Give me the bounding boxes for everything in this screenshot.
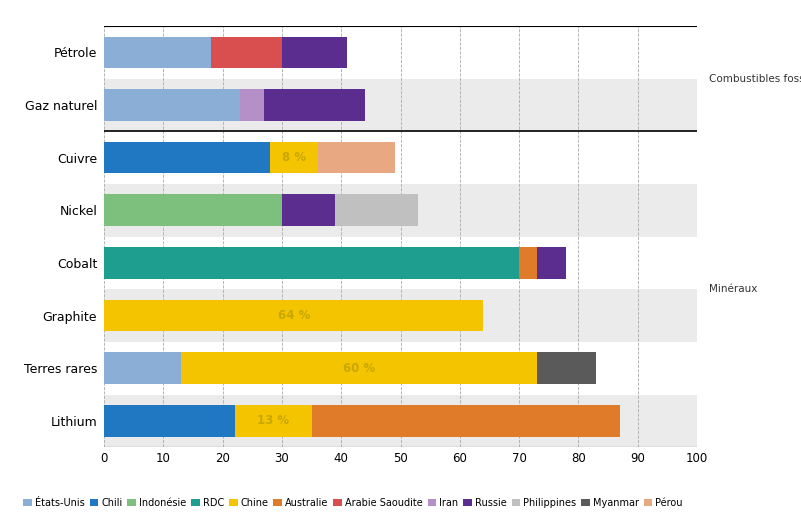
Bar <box>181 353 537 384</box>
Bar <box>0 395 801 447</box>
Bar <box>104 300 484 331</box>
Bar <box>104 353 181 384</box>
Bar <box>264 89 365 121</box>
Bar <box>0 289 801 342</box>
Bar <box>104 247 519 279</box>
Bar <box>104 194 282 226</box>
Bar <box>240 89 264 121</box>
Bar <box>104 36 211 68</box>
Bar <box>537 353 596 384</box>
Bar <box>104 89 240 121</box>
Bar <box>312 405 620 437</box>
Text: 8 %: 8 % <box>282 151 306 164</box>
Bar <box>317 142 395 173</box>
Bar <box>0 237 801 289</box>
Bar <box>0 184 801 237</box>
Bar <box>270 142 317 173</box>
Bar <box>282 194 336 226</box>
Bar <box>336 194 418 226</box>
Text: Combustibles fossiles: Combustibles fossiles <box>709 74 801 84</box>
Legend: États-Unis, Chili, Indonésie, RDC, Chine, Australie, Arabie Saoudite, Iran, Russ: États-Unis, Chili, Indonésie, RDC, Chine… <box>19 494 686 512</box>
Bar <box>519 247 537 279</box>
Text: Minéraux: Minéraux <box>709 284 757 294</box>
Bar <box>0 26 801 79</box>
Bar <box>282 36 347 68</box>
Bar <box>235 405 312 437</box>
Bar <box>0 131 801 184</box>
Text: 13 %: 13 % <box>257 414 289 427</box>
Bar <box>104 142 270 173</box>
Text: 64 %: 64 % <box>278 309 310 322</box>
Bar <box>0 79 801 131</box>
Bar <box>537 247 566 279</box>
Bar <box>104 405 235 437</box>
Text: 60 %: 60 % <box>343 362 375 375</box>
Bar <box>211 36 282 68</box>
Bar <box>0 342 801 395</box>
